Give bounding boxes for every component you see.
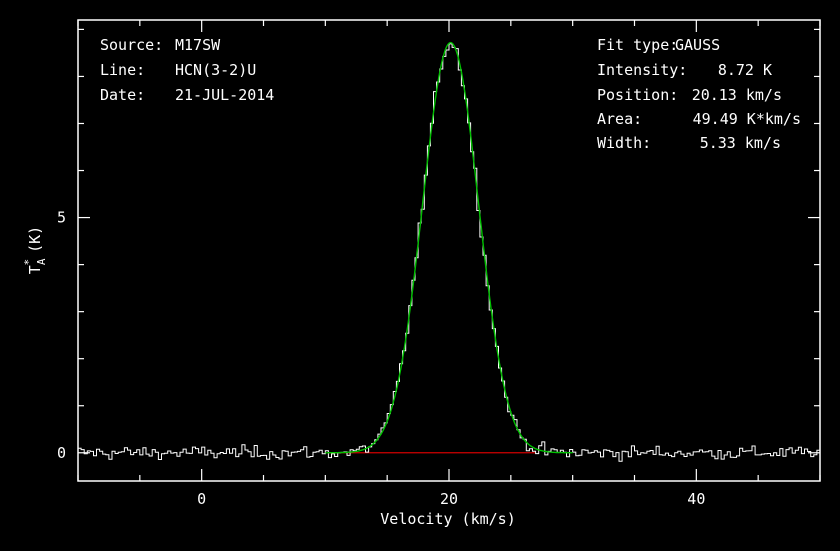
y-axis-label-unit: (K) (26, 226, 44, 253)
date-value: 21-JUL-2014 (175, 86, 274, 104)
fit-type-value: GAUSS (675, 36, 720, 54)
source-label: Source: (100, 36, 163, 54)
x-tick-label: 20 (440, 490, 458, 508)
y-tick-label: 5 (57, 209, 66, 227)
intensity-label: Intensity: (597, 61, 687, 79)
position-label: Position: (597, 86, 678, 104)
line-value: HCN(3-2)U (175, 61, 256, 79)
width-label: Width: (597, 134, 651, 152)
source-value: M17SW (175, 36, 221, 54)
y-tick-label: 0 (57, 444, 66, 462)
info-right: Fit type: GAUSS Intensity: 8.72 K Positi… (597, 36, 801, 152)
x-axis-label: Velocity (km/s) (380, 510, 515, 528)
spectrum-histogram (78, 43, 820, 462)
date-label: Date: (100, 86, 145, 104)
y-axis-label-sup: * (22, 259, 35, 266)
x-tick-labels: 0 20 40 (197, 490, 705, 508)
fit-type-label: Fit type: (597, 36, 678, 54)
line-label: Line: (100, 61, 145, 79)
y-axis-label: TA* (K) (22, 226, 48, 274)
y-axis-label-symbol: T (26, 265, 44, 274)
y-axis-ticks (78, 28, 820, 454)
x-tick-label: 40 (687, 490, 705, 508)
position-value: 20.13 km/s (692, 86, 782, 104)
info-left: Source: M17SW Line: HCN(3-2)U Date: 21-J… (100, 36, 274, 104)
width-value: 5.33 km/s (700, 134, 781, 152)
gaussian-fit-curve (325, 41, 573, 454)
x-axis-ticks (77, 20, 821, 481)
area-value: 49.49 K*km/s (693, 110, 801, 128)
y-axis-label-sub: A (35, 258, 48, 265)
y-tick-labels: 05 (57, 209, 66, 462)
intensity-value: 8.72 K (718, 61, 772, 79)
x-tick-label: 0 (197, 490, 206, 508)
area-label: Area: (597, 110, 642, 128)
svg-text:TA*(K): TA* (K) (22, 226, 48, 274)
